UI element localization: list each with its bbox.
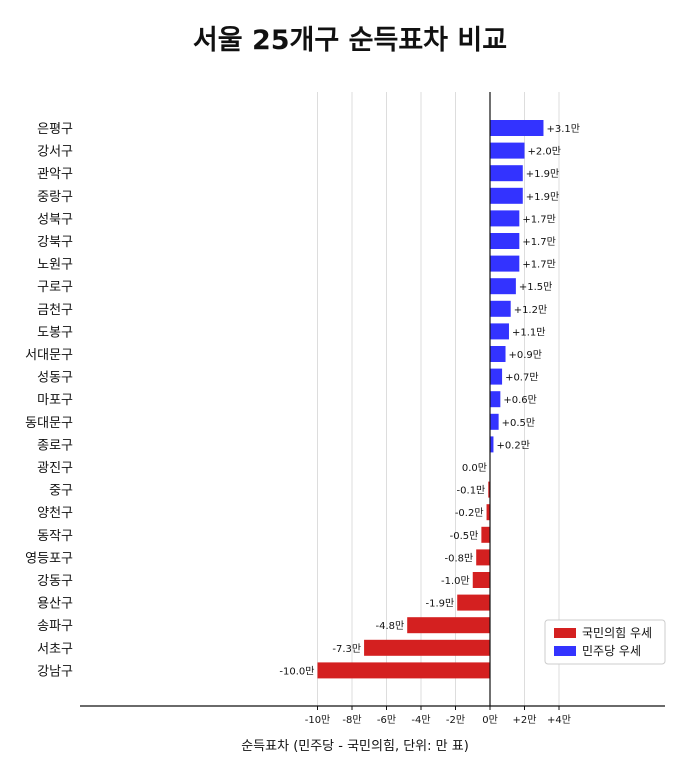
category-label: 성동구: [37, 371, 73, 386]
data-label: +1.7만: [522, 236, 555, 248]
x-tick-label: -10만: [305, 714, 331, 726]
bar: [457, 594, 490, 611]
data-label: -4.8만: [375, 620, 404, 632]
legend-label: 민주당 우세: [582, 644, 641, 658]
bar: [364, 639, 490, 656]
data-label: +0.6만: [503, 394, 536, 406]
bar: [317, 662, 490, 679]
bar: [490, 210, 520, 227]
category-label: 중랑구: [37, 190, 73, 205]
bar: [476, 549, 490, 566]
legend-swatch: [554, 628, 576, 638]
data-label: -0.1만: [457, 485, 486, 497]
bar: [407, 617, 490, 634]
data-label: +1.7만: [522, 259, 555, 271]
category-label: 양천구: [37, 506, 73, 521]
chart-title: 서울 25개구 순득표차 비교: [192, 25, 508, 56]
data-label: -0.8만: [444, 552, 473, 564]
x-tick-label: -4만: [411, 714, 430, 726]
category-label: 구로구: [37, 280, 73, 295]
legend-swatch: [554, 646, 576, 656]
data-label: +1.7만: [522, 213, 555, 225]
category-label: 강서구: [37, 145, 73, 160]
category-label: 금천구: [37, 303, 73, 318]
data-label: -7.3만: [332, 643, 361, 655]
bar: [490, 233, 520, 249]
x-axis-label: 순득표차 (민주당 - 국민의힘, 단위: 만 표): [241, 739, 469, 754]
category-label: 동대문구: [25, 416, 73, 431]
data-label: +0.7만: [505, 372, 538, 384]
category-label: 관악구: [37, 167, 73, 182]
category-label: 광진구: [37, 461, 73, 476]
x-tick-label: -6만: [377, 714, 396, 726]
data-label: -0.2만: [455, 507, 484, 519]
x-tick-label: +2만: [513, 714, 537, 726]
data-label: -1.9만: [426, 598, 455, 610]
bar: [472, 572, 490, 588]
x-tick-label: +4만: [547, 714, 571, 726]
data-label: +0.5만: [502, 417, 535, 429]
bar: [490, 142, 525, 159]
category-label: 마포구: [37, 393, 73, 408]
data-label: +3.1만: [546, 123, 579, 135]
data-label: +2.0만: [528, 146, 561, 158]
bar: [488, 481, 490, 498]
bar: [490, 413, 499, 430]
bar: [490, 300, 511, 317]
category-label: 도봉구: [37, 325, 73, 340]
x-tick-label: 0만: [482, 714, 498, 726]
category-label: 강남구: [37, 664, 73, 679]
bar: [490, 255, 520, 272]
bar: [481, 526, 490, 543]
category-label: 송파구: [37, 619, 73, 634]
data-label: +1.1만: [512, 326, 545, 338]
legend-label: 국민의힘 우세: [582, 626, 652, 640]
data-label: +1.9만: [526, 191, 559, 203]
data-label: +1.2만: [514, 304, 547, 316]
data-label: +1.5만: [519, 281, 552, 293]
data-label: +0.2만: [496, 439, 529, 451]
bar: [486, 504, 490, 521]
category-label: 강북구: [37, 235, 73, 250]
category-label: 은평구: [37, 122, 73, 137]
bar: [490, 368, 503, 385]
data-label: -1.0만: [441, 575, 470, 587]
category-label: 서초구: [37, 642, 73, 657]
category-label: 강동구: [37, 574, 73, 589]
data-label: +1.9만: [526, 168, 559, 180]
data-label: +0.9만: [509, 349, 542, 361]
data-label: -10.0만: [279, 665, 314, 677]
bar: [490, 346, 506, 362]
category-label: 영등포구: [25, 551, 73, 566]
bar: [490, 436, 494, 453]
category-label: 서대문구: [25, 348, 73, 363]
bar: [490, 278, 516, 295]
category-label: 중구: [49, 484, 73, 499]
category-label: 성북구: [37, 212, 73, 227]
data-label: -0.5만: [450, 530, 479, 542]
bar: [490, 187, 523, 204]
category-label: 동작구: [37, 529, 73, 544]
category-label: 용산구: [37, 597, 73, 612]
bar: [490, 391, 501, 408]
bar: [490, 165, 523, 182]
bar: [490, 120, 544, 136]
x-tick-label: -2만: [446, 714, 465, 726]
category-label: 노원구: [37, 258, 73, 273]
category-label: 종로구: [37, 438, 73, 453]
x-tick-label: -8만: [342, 714, 361, 726]
data-label: 0.0만: [462, 462, 487, 474]
bar: [490, 323, 509, 340]
